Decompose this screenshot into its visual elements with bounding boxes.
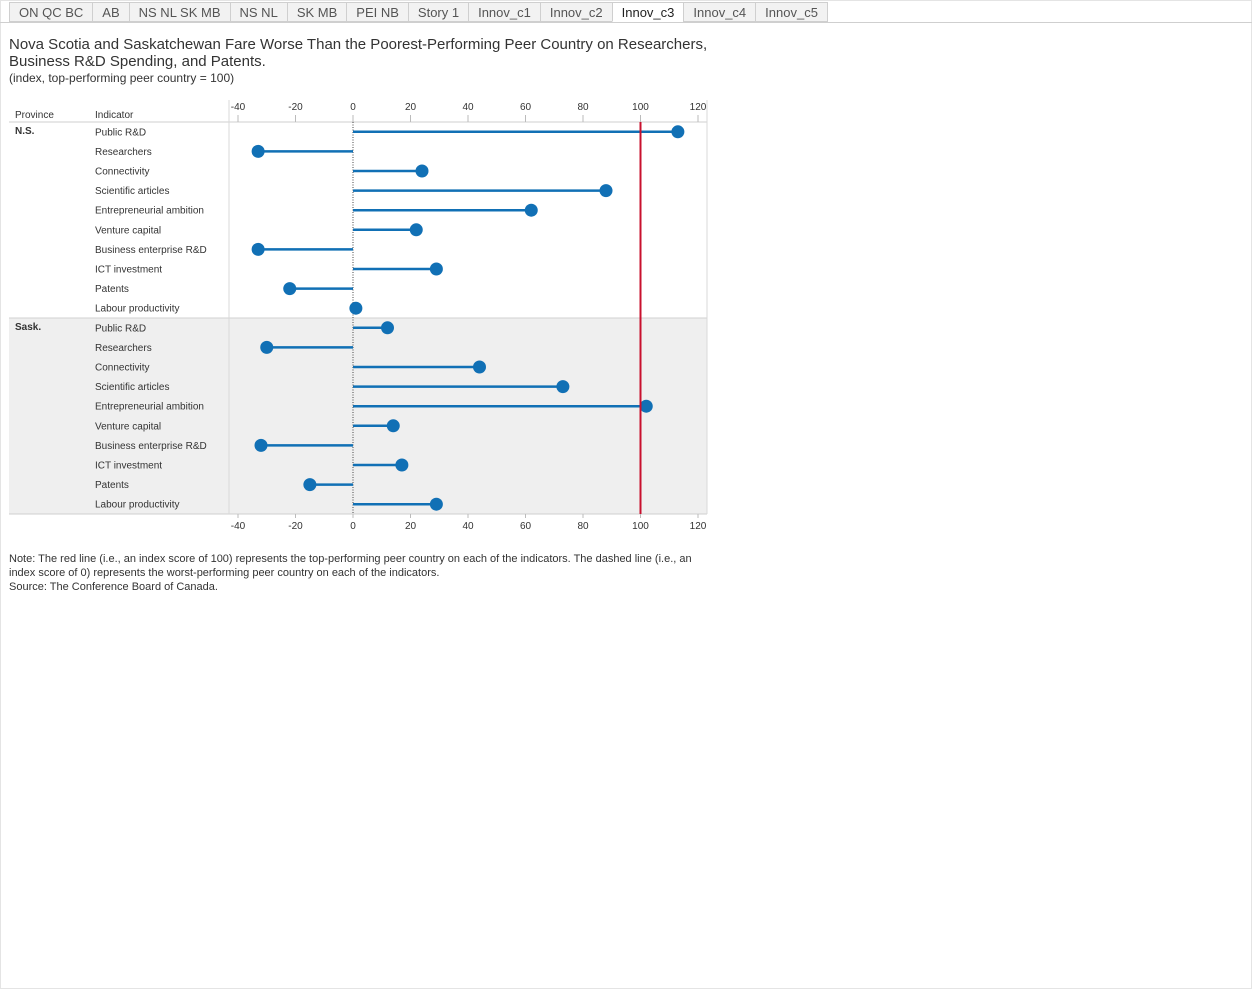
indicator-label: ICT investment bbox=[95, 265, 162, 276]
indicator-label: Public R&D bbox=[95, 127, 146, 138]
x-tick-label-bottom: 40 bbox=[462, 521, 474, 532]
x-tick-label-top: 40 bbox=[462, 102, 474, 113]
indicator-label: Business enterprise R&D bbox=[95, 441, 207, 452]
source-text: Source: The Conference Board of Canada. bbox=[9, 581, 218, 593]
chart-note: Note: The red line (i.e., an index score… bbox=[9, 552, 709, 594]
data-point bbox=[381, 321, 394, 335]
tab-ns-nl[interactable]: NS NL bbox=[229, 2, 287, 22]
x-tick-label-top: 100 bbox=[632, 102, 649, 113]
data-point bbox=[303, 478, 317, 492]
tab-ns-nl-sk-mb[interactable]: NS NL SK MB bbox=[128, 2, 230, 22]
data-point bbox=[473, 360, 486, 374]
x-tick-label-bottom: -40 bbox=[231, 521, 246, 532]
indicator-label: Venture capital bbox=[95, 225, 161, 236]
x-tick-label-top: 60 bbox=[520, 102, 532, 113]
data-point bbox=[283, 282, 297, 296]
indicator-label: Business enterprise R&D bbox=[95, 245, 207, 256]
row-header-province: Province bbox=[15, 110, 54, 121]
indicator-label: Researchers bbox=[95, 147, 152, 158]
data-point bbox=[251, 242, 265, 256]
tab-pei-nb[interactable]: PEI NB bbox=[346, 2, 408, 22]
x-tick-label-top: 120 bbox=[690, 102, 707, 113]
story-tab-bar: ON QC BC AB NS NL SK MB NS NL SK MB PEI NB Sto… bbox=[9, 2, 828, 23]
data-point bbox=[429, 497, 443, 511]
x-tick-label-bottom: -20 bbox=[288, 521, 303, 532]
indicator-label: Scientific articles bbox=[95, 186, 169, 197]
indicator-label: Patents bbox=[95, 284, 129, 295]
indicator-label: Labour productivity bbox=[95, 304, 180, 315]
x-tick-label-top: 0 bbox=[350, 102, 356, 113]
data-point bbox=[556, 380, 570, 394]
x-tick-label-bottom: 100 bbox=[632, 521, 649, 532]
tab-bar-divider bbox=[0, 22, 1252, 23]
x-tick-label-bottom: 0 bbox=[350, 521, 356, 532]
data-point bbox=[429, 262, 443, 276]
x-tick-label-bottom: 60 bbox=[520, 521, 532, 532]
indicator-label: Venture capital bbox=[95, 421, 161, 432]
tab-innov-c4[interactable]: Innov_c4 bbox=[683, 2, 756, 22]
x-tick-label-bottom: 20 bbox=[405, 521, 417, 532]
data-point bbox=[386, 419, 400, 433]
tab-innov-c5[interactable]: Innov_c5 bbox=[755, 2, 828, 22]
x-tick-label-top: 20 bbox=[405, 102, 417, 113]
data-point bbox=[671, 125, 685, 139]
lollipop-chart: Province Indicator -40 -40 -20 -20 0 0 20 20 40 40 6… bbox=[9, 100, 708, 532]
indicator-label: Connectivity bbox=[95, 363, 149, 374]
x-tick-label-top: -40 bbox=[231, 102, 246, 113]
tab-story-1[interactable]: Story 1 bbox=[407, 2, 469, 22]
tab-innov-c1[interactable]: Innov_c1 bbox=[468, 2, 540, 22]
indicator-label: Labour productivity bbox=[95, 500, 180, 511]
data-point bbox=[524, 203, 538, 217]
data-point bbox=[349, 301, 363, 315]
data-point bbox=[415, 164, 429, 178]
province-label: Sask. bbox=[15, 322, 41, 333]
data-point bbox=[260, 340, 274, 354]
indicator-label: Connectivity bbox=[95, 167, 149, 178]
indicator-label: Public R&D bbox=[95, 323, 146, 334]
indicator-label: Entrepreneurial ambition bbox=[95, 402, 204, 413]
data-point bbox=[251, 144, 265, 158]
tab-sk-mb[interactable]: SK MB bbox=[286, 2, 347, 22]
x-tick-label-top: 80 bbox=[577, 102, 589, 113]
data-point bbox=[639, 399, 653, 413]
indicator-label: Researchers bbox=[95, 343, 152, 354]
tab-innov-c2[interactable]: Innov_c2 bbox=[539, 2, 612, 22]
note-text: Note: The red line (i.e., an index score… bbox=[9, 553, 692, 579]
x-tick-label-top: -20 bbox=[288, 102, 303, 113]
indicator-label: Scientific articles bbox=[95, 382, 169, 393]
indicator-label: Entrepreneurial ambition bbox=[95, 206, 204, 217]
row-header-indicator: Indicator bbox=[95, 110, 134, 121]
tab-ab[interactable]: AB bbox=[92, 2, 129, 22]
data-point bbox=[395, 458, 409, 472]
group-band bbox=[9, 318, 707, 514]
data-point bbox=[409, 223, 423, 237]
x-tick-label-bottom: 120 bbox=[690, 521, 707, 532]
data-point bbox=[599, 184, 613, 198]
data-point bbox=[254, 438, 268, 452]
province-label: N.S. bbox=[15, 126, 35, 137]
x-tick-label-bottom: 80 bbox=[577, 521, 589, 532]
indicator-label: Patents bbox=[95, 480, 129, 491]
chart-subtitle: (index, top-performing peer country = 10… bbox=[9, 71, 235, 85]
tab-innov-c3[interactable]: Innov_c3 bbox=[611, 2, 684, 22]
chart-title: Nova Scotia and Saskatchewan Fare Worse … bbox=[9, 36, 708, 70]
indicator-label: ICT investment bbox=[95, 461, 162, 472]
tab-on-qc-bc[interactable]: ON QC BC bbox=[9, 2, 93, 22]
